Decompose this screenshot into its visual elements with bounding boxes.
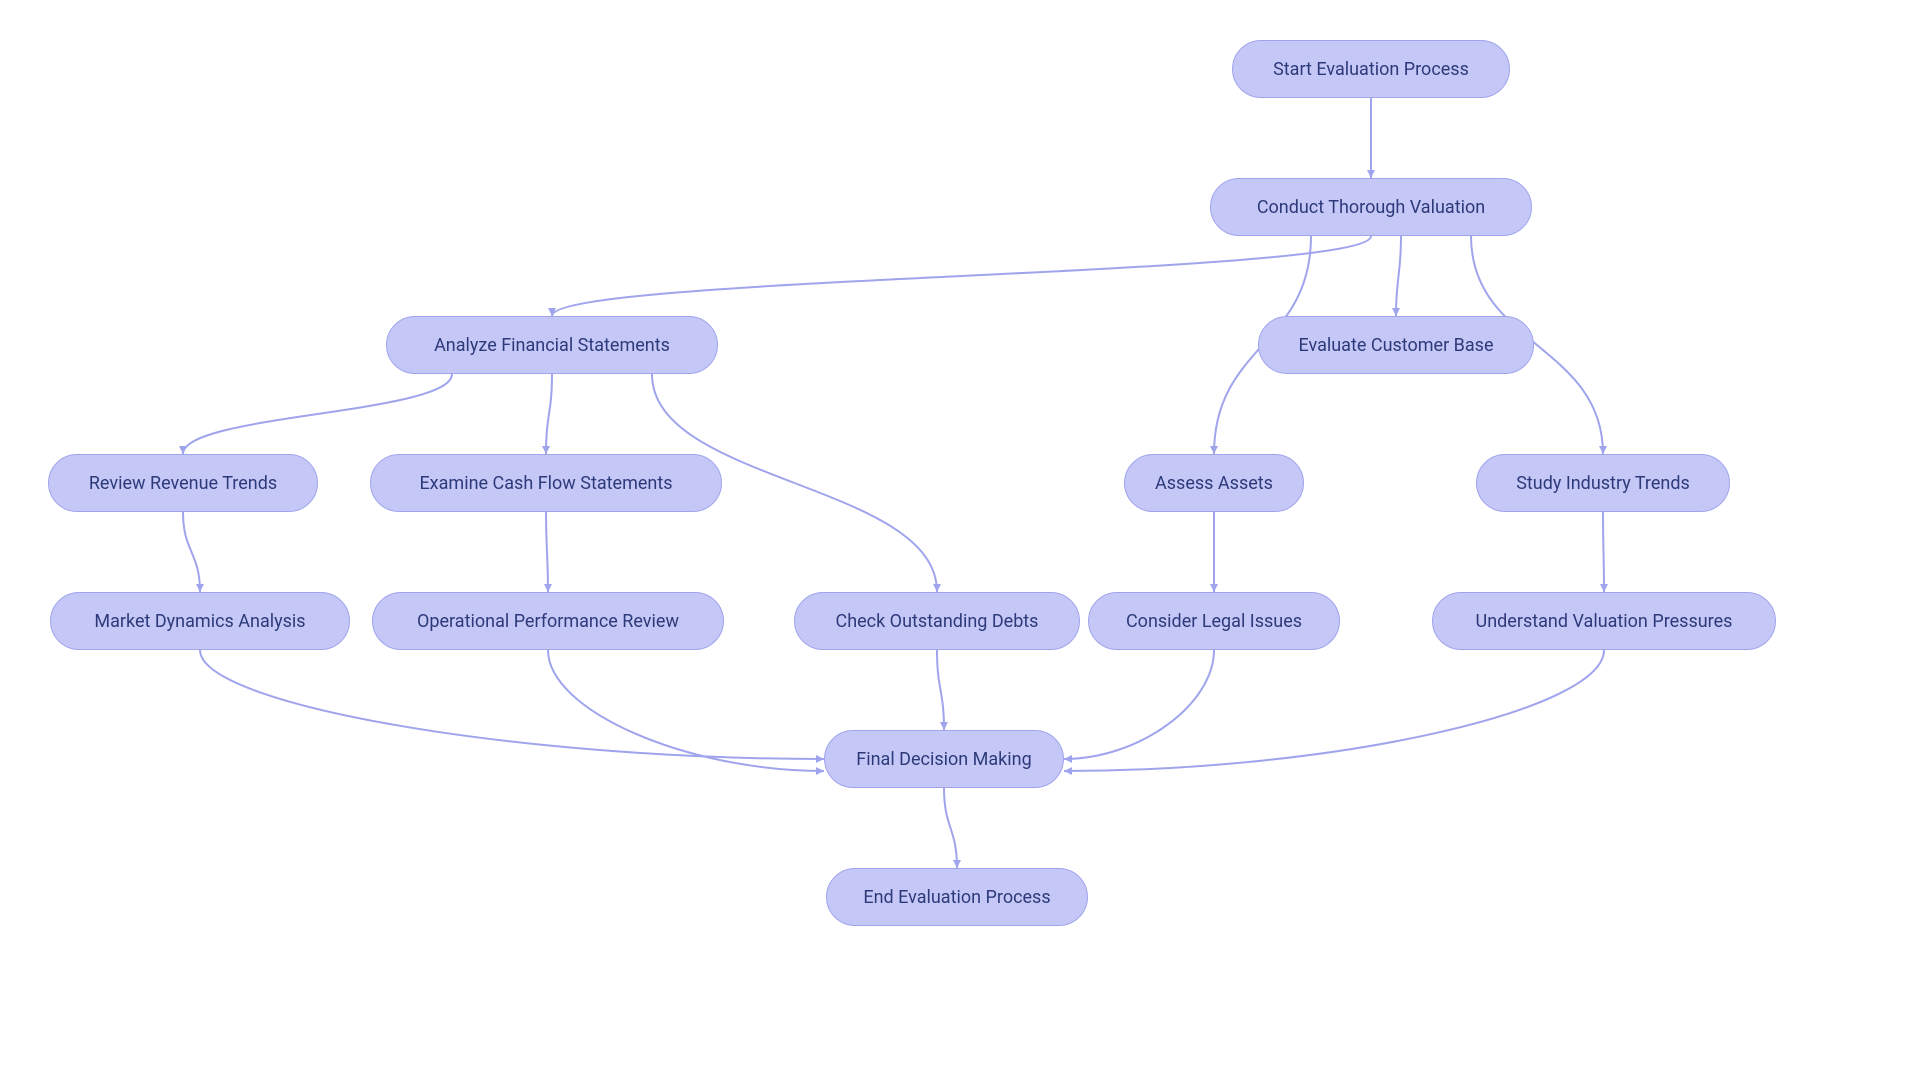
- flowchart-node-study: Study Industry Trends: [1476, 454, 1730, 512]
- flowchart-node-legal: Consider Legal Issues: [1088, 592, 1340, 650]
- flowchart-node-label: End Evaluation Process: [863, 887, 1050, 908]
- flowchart-node-market: Market Dynamics Analysis: [50, 592, 350, 650]
- flowchart-node-label: Market Dynamics Analysis: [94, 611, 305, 632]
- flowchart-node-label: Operational Performance Review: [417, 611, 679, 632]
- flowchart-edge: [1396, 236, 1401, 316]
- flowchart-edge: [183, 374, 452, 454]
- flowchart-canvas: Start Evaluation Process Conduct Thorough…: [0, 0, 1920, 1080]
- flowchart-edge: [1064, 650, 1214, 759]
- flowchart-node-analyze: Analyze Financial Statements: [386, 316, 718, 374]
- flowchart-node-review: Review Revenue Trends: [48, 454, 318, 512]
- flowchart-node-final: Final Decision Making: [824, 730, 1064, 788]
- flowchart-node-label: Conduct Thorough Valuation: [1257, 197, 1485, 218]
- flowchart-node-label: Analyze Financial Statements: [434, 335, 670, 356]
- flowchart-edge: [546, 374, 552, 454]
- flowchart-node-label: Study Industry Trends: [1516, 473, 1690, 494]
- flowchart-edge: [937, 650, 944, 730]
- flowchart-node-assess: Assess Assets: [1124, 454, 1304, 512]
- flowchart-node-label: Start Evaluation Process: [1273, 59, 1469, 80]
- flowchart-edge: [546, 512, 548, 592]
- flowchart-node-label: Check Outstanding Debts: [836, 611, 1039, 632]
- flowchart-edge: [1603, 512, 1604, 592]
- flowchart-edge: [944, 788, 957, 868]
- flowchart-node-examine: Examine Cash Flow Statements: [370, 454, 722, 512]
- flowchart-node-start: Start Evaluation Process: [1232, 40, 1510, 98]
- flowchart-edge: [1064, 650, 1604, 771]
- flowchart-node-label: Evaluate Customer Base: [1298, 335, 1493, 356]
- flowchart-node-oper: Operational Performance Review: [372, 592, 724, 650]
- flowchart-node-label: Consider Legal Issues: [1126, 611, 1302, 632]
- flowchart-node-label: Examine Cash Flow Statements: [419, 473, 672, 494]
- flowchart-node-label: Review Revenue Trends: [89, 473, 277, 494]
- flowchart-edge: [200, 650, 824, 759]
- flowchart-edge: [183, 512, 200, 592]
- flowchart-node-evaluate: Evaluate Customer Base: [1258, 316, 1534, 374]
- flowchart-edge: [552, 236, 1371, 316]
- flowchart-edge: [548, 650, 824, 771]
- flowchart-node-end: End Evaluation Process: [826, 868, 1088, 926]
- flowchart-node-label: Understand Valuation Pressures: [1476, 611, 1733, 632]
- flowchart-node-label: Assess Assets: [1155, 473, 1273, 494]
- flowchart-node-conduct: Conduct Thorough Valuation: [1210, 178, 1532, 236]
- flowchart-node-debts: Check Outstanding Debts: [794, 592, 1080, 650]
- flowchart-node-pressures: Understand Valuation Pressures: [1432, 592, 1776, 650]
- flowchart-node-label: Final Decision Making: [856, 749, 1031, 770]
